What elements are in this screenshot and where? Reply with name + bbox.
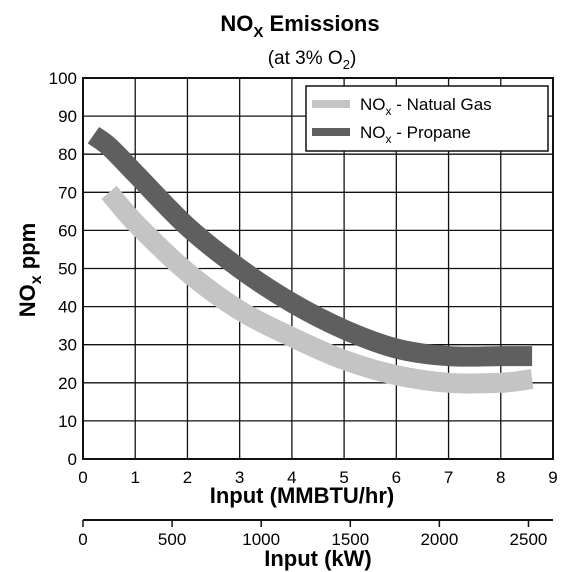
y-tick-label: 50	[58, 260, 77, 279]
y-tick-label: 80	[58, 145, 77, 164]
x-tick-label: 3	[235, 468, 244, 487]
chart-subtitle: (at 3% O2)	[268, 48, 357, 72]
y-tick-label: 40	[58, 298, 77, 317]
y-tick-label: 90	[58, 107, 77, 126]
x-tick-label: 2	[183, 468, 192, 487]
x-tick-label: 8	[496, 468, 505, 487]
x-tick-labels: 0 1 2 3 4 5 6 7 8 9	[78, 468, 557, 487]
y-tick-label: 10	[58, 412, 77, 431]
x-tick-label: 4	[287, 468, 296, 487]
plot-frame	[82, 77, 554, 460]
x-tick-label: 9	[548, 468, 557, 487]
x-tick-label: 7	[444, 468, 453, 487]
x-tick-label: 6	[392, 468, 401, 487]
series-natural-gas-band	[101, 185, 534, 394]
legend-label-propane: NOx - Propane	[360, 123, 471, 146]
secondary-x-tick-labels: 0 500 1000 1500 2000 2500	[78, 520, 547, 549]
x-tick-label: 0	[78, 468, 87, 487]
x-axis-title: Input (MMBTU/hr)	[210, 483, 395, 508]
secondary-x-axis-title: Input (kW)	[264, 546, 372, 571]
legend-box	[305, 85, 549, 152]
y-axis-title: NOx ppm	[15, 223, 45, 317]
legend: NOx - Natual Gas NOx - Propane	[305, 85, 549, 152]
series-layer	[87, 126, 534, 394]
chart-title: NOX Emissions	[220, 11, 379, 41]
x-tick-label: 1	[130, 468, 139, 487]
y-tick-labels: 0 10 20 30 40 50 60 70 80 90 100	[49, 69, 77, 469]
series-propane-band	[87, 126, 533, 367]
secondary-x-tick-label: 1500	[331, 530, 369, 549]
y-tick-label: 70	[58, 183, 77, 202]
y-tick-label: 20	[58, 374, 77, 393]
secondary-x-tick-label: 2000	[420, 530, 458, 549]
x-tick-label: 5	[339, 468, 348, 487]
secondary-x-tick-label: 0	[78, 530, 87, 549]
secondary-x-tick-label: 2500	[510, 530, 548, 549]
y-tick-label: 60	[58, 221, 77, 240]
secondary-x-tick-label: 1000	[242, 530, 280, 549]
y-tick-label: 100	[49, 69, 77, 88]
secondary-x-tick-label: 500	[158, 530, 186, 549]
y-tick-label: 30	[58, 336, 77, 355]
legend-label-natural-gas: NOx - Natual Gas	[360, 95, 492, 118]
y-tick-label: 0	[68, 450, 77, 469]
